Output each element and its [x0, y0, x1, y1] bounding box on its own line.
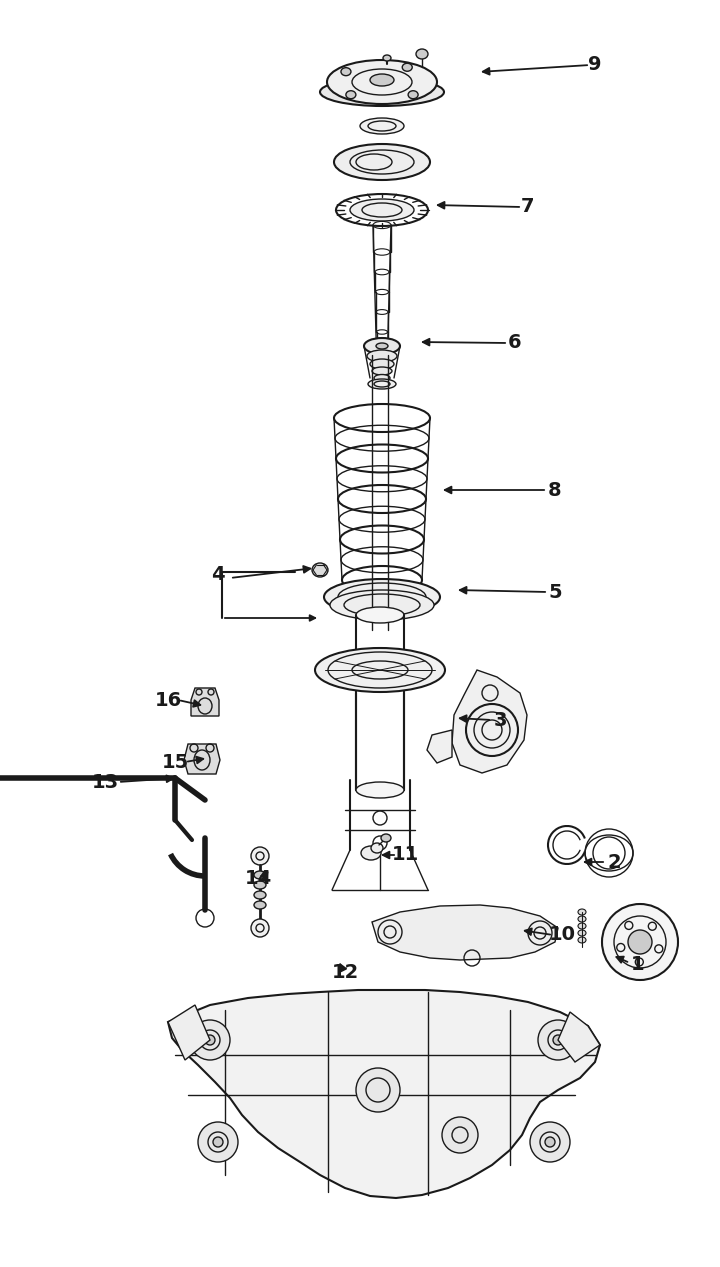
Ellipse shape — [372, 367, 392, 375]
Text: 9: 9 — [588, 56, 602, 75]
Ellipse shape — [356, 782, 404, 798]
Ellipse shape — [408, 91, 418, 99]
Ellipse shape — [367, 350, 397, 362]
Ellipse shape — [368, 379, 396, 389]
Circle shape — [442, 1117, 478, 1153]
Text: 2: 2 — [607, 853, 621, 872]
Ellipse shape — [383, 54, 391, 61]
Ellipse shape — [312, 563, 328, 576]
Text: 4: 4 — [211, 565, 225, 584]
Circle shape — [602, 903, 678, 979]
Text: 7: 7 — [521, 198, 535, 217]
Polygon shape — [558, 1012, 600, 1062]
Circle shape — [205, 1035, 215, 1045]
Polygon shape — [191, 688, 219, 716]
Circle shape — [213, 1136, 223, 1147]
Ellipse shape — [381, 834, 391, 843]
Circle shape — [553, 1035, 563, 1045]
Ellipse shape — [327, 60, 437, 104]
Ellipse shape — [361, 846, 381, 860]
Text: 15: 15 — [161, 753, 189, 772]
Text: 3: 3 — [493, 711, 507, 730]
Polygon shape — [184, 744, 220, 774]
Circle shape — [190, 1020, 230, 1060]
Ellipse shape — [356, 607, 404, 623]
Circle shape — [198, 1123, 238, 1162]
Text: 16: 16 — [154, 691, 181, 710]
Circle shape — [545, 1136, 555, 1147]
Ellipse shape — [254, 891, 266, 900]
Ellipse shape — [341, 67, 351, 76]
Polygon shape — [452, 670, 527, 773]
Ellipse shape — [346, 91, 356, 99]
Circle shape — [530, 1123, 570, 1162]
Ellipse shape — [374, 375, 390, 381]
Polygon shape — [427, 730, 452, 763]
Ellipse shape — [330, 590, 434, 620]
Text: 6: 6 — [508, 333, 522, 352]
Ellipse shape — [364, 338, 400, 353]
Circle shape — [251, 919, 269, 938]
Ellipse shape — [578, 922, 586, 929]
Polygon shape — [372, 905, 558, 960]
Circle shape — [356, 1068, 400, 1112]
Ellipse shape — [578, 908, 586, 915]
Text: 11: 11 — [392, 845, 418, 864]
Ellipse shape — [334, 144, 430, 180]
Ellipse shape — [416, 49, 428, 60]
Text: 8: 8 — [548, 480, 562, 499]
Ellipse shape — [370, 73, 394, 86]
Circle shape — [251, 848, 269, 865]
Ellipse shape — [315, 647, 445, 692]
Ellipse shape — [578, 938, 586, 943]
Circle shape — [628, 930, 652, 954]
Circle shape — [538, 1020, 578, 1060]
Ellipse shape — [360, 118, 404, 134]
Text: 13: 13 — [91, 773, 119, 792]
Ellipse shape — [320, 79, 444, 106]
Ellipse shape — [254, 870, 266, 879]
Text: 1: 1 — [631, 955, 645, 974]
Ellipse shape — [370, 359, 394, 369]
Ellipse shape — [578, 930, 586, 936]
Ellipse shape — [254, 901, 266, 908]
Ellipse shape — [324, 579, 440, 614]
Ellipse shape — [402, 63, 413, 71]
Text: 10: 10 — [549, 925, 575, 944]
Ellipse shape — [376, 343, 388, 348]
Ellipse shape — [371, 843, 383, 853]
Ellipse shape — [254, 881, 266, 889]
Text: 12: 12 — [331, 963, 359, 982]
Ellipse shape — [350, 199, 414, 220]
Polygon shape — [168, 990, 600, 1199]
Text: 5: 5 — [548, 583, 562, 602]
Text: 14: 14 — [244, 868, 271, 887]
Ellipse shape — [578, 916, 586, 922]
Polygon shape — [168, 1005, 210, 1060]
